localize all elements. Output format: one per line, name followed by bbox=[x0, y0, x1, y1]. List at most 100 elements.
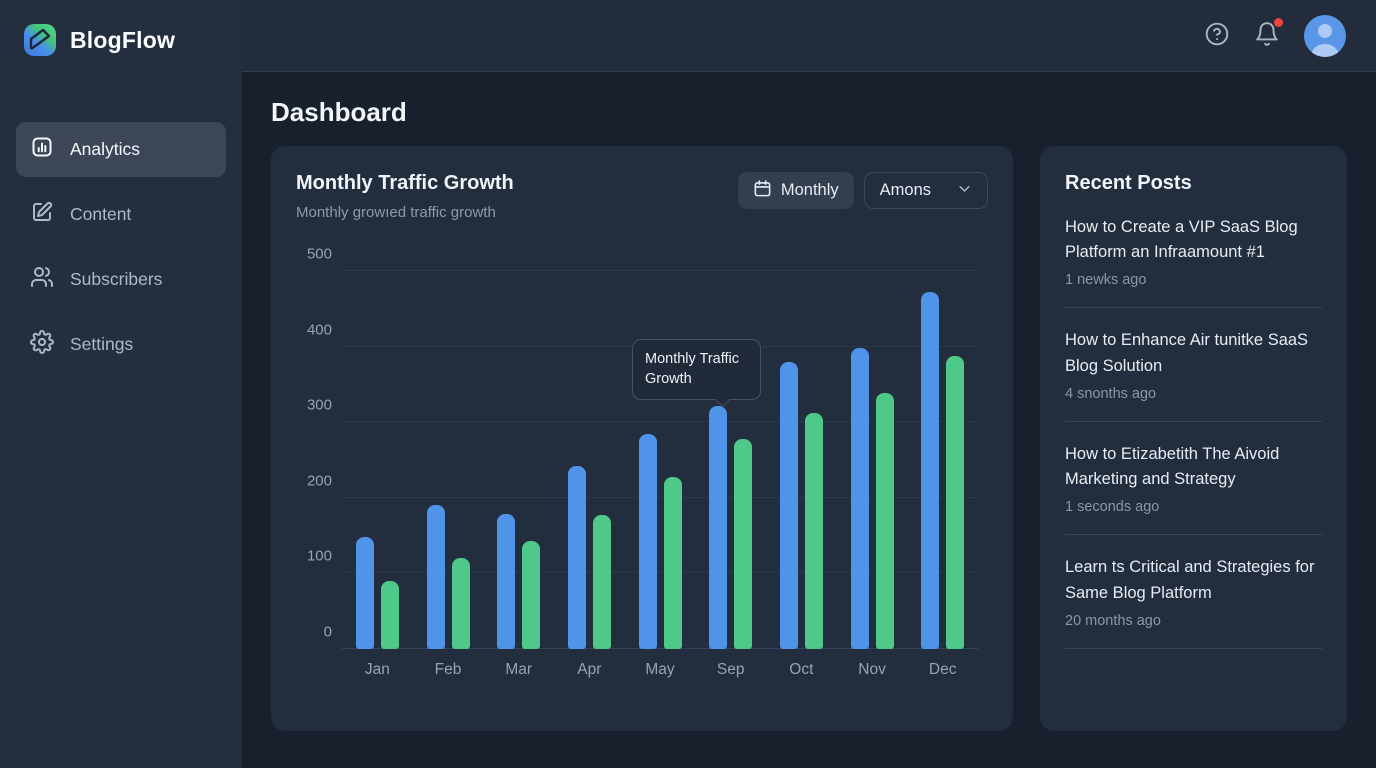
bar-group-nov bbox=[837, 271, 908, 649]
traffic-chart-card: Monthly Traffic Growth Monthly growıed t… bbox=[271, 146, 1013, 731]
cards-row: Monthly Traffic Growth Monthly growıed t… bbox=[271, 146, 1347, 731]
sidebar-item-settings[interactable]: Settings bbox=[16, 317, 226, 372]
bar-traffic-secondary-nov[interactable] bbox=[875, 393, 894, 649]
x-tick-label: Mar bbox=[505, 661, 533, 678]
bar-group-apr bbox=[554, 271, 625, 649]
brand-logo[interactable]: BlogFlow bbox=[16, 18, 226, 58]
post-divider bbox=[1065, 647, 1322, 649]
bar-traffic-secondary-oct[interactable] bbox=[804, 413, 823, 649]
post-meta: 20 months ago bbox=[1065, 612, 1161, 629]
chart-title: Monthly Traffic Growth bbox=[296, 172, 514, 194]
y-tick-label: 0 bbox=[323, 623, 332, 641]
bar-chart-icon bbox=[30, 135, 54, 164]
post-item[interactable]: How to Enhance Air tunitke SaaS Blog Sol… bbox=[1065, 328, 1322, 401]
bar-traffic-secondary-mar[interactable] bbox=[522, 540, 541, 649]
help-button[interactable] bbox=[1204, 21, 1230, 50]
period-monthly-button[interactable]: Monthly bbox=[737, 172, 854, 209]
bar-traffic-primary-oct[interactable] bbox=[779, 361, 798, 649]
y-tick-label: 200 bbox=[306, 472, 332, 490]
x-tick-label: Jan bbox=[364, 661, 390, 678]
bar-traffic-primary-may[interactable] bbox=[638, 433, 657, 649]
filter-dropdown[interactable]: Amons bbox=[863, 172, 988, 209]
y-tick-label: 100 bbox=[306, 547, 332, 565]
bar-group-jan bbox=[342, 271, 413, 649]
gridline bbox=[342, 270, 978, 271]
x-tick-label: Oct bbox=[789, 661, 814, 678]
x-tick-label: Feb bbox=[434, 661, 462, 678]
x-tick-label: Sep bbox=[716, 661, 745, 678]
topbar bbox=[242, 0, 1376, 72]
recent-posts-card: Recent Posts How to Create a VIP SaaS Bl… bbox=[1040, 146, 1347, 731]
edit-icon bbox=[30, 200, 54, 229]
bar-group-mar bbox=[483, 271, 554, 649]
post-item[interactable]: How to Etizabetith The Aivoid Marketing … bbox=[1065, 442, 1322, 515]
bar-traffic-secondary-dec[interactable] bbox=[946, 355, 965, 649]
chart-plot: Monthly Traffic Growth 0 100 200 300 400 500 bbox=[307, 246, 978, 649]
main-column: Dashboard Monthly Traffic Growth Monthly… bbox=[242, 0, 1376, 768]
help-icon bbox=[1204, 21, 1230, 50]
chart-tooltip: Monthly Traffic Growth bbox=[632, 339, 761, 401]
sidebar-item-label: Settings bbox=[70, 334, 134, 354]
avatar[interactable] bbox=[1304, 14, 1346, 57]
users-icon bbox=[30, 265, 54, 294]
sidebar-nav: Analytics Content Subscribers bbox=[16, 122, 226, 372]
post-item[interactable]: How to Create a VIP SaaS Blog Platform a… bbox=[1065, 215, 1322, 288]
bar-group-dec bbox=[907, 271, 978, 649]
bar-traffic-primary-mar[interactable] bbox=[497, 514, 516, 649]
post-meta: 4 snonths ago bbox=[1065, 385, 1157, 402]
sidebar-item-content[interactable]: Content bbox=[16, 187, 226, 242]
chart-plot-wrap: Monthly Traffic Growth 0 100 200 300 400 500 … bbox=[307, 246, 978, 679]
post-title: How to Create a VIP SaaS Blog Platform a… bbox=[1065, 218, 1298, 262]
chevron-down-icon bbox=[957, 181, 972, 201]
bar-traffic-secondary-apr[interactable] bbox=[592, 515, 611, 649]
gear-icon bbox=[30, 330, 54, 359]
x-tick-label: Apr bbox=[577, 661, 602, 678]
y-tick-label: 400 bbox=[306, 321, 332, 339]
chart-header: Monthly Traffic Growth Monthly growıed t… bbox=[296, 172, 988, 221]
post-meta: 1 newks ago bbox=[1065, 272, 1147, 289]
bar-group-may bbox=[625, 271, 696, 649]
x-tick-label: May bbox=[645, 661, 675, 678]
notifications-button[interactable] bbox=[1254, 18, 1283, 50]
bar-traffic-primary-dec[interactable] bbox=[921, 292, 940, 649]
sidebar-item-subscribers[interactable]: Subscribers bbox=[16, 252, 226, 307]
chart-x-axis: Jan Feb Mar Apr May Sep Oct Nov Dec bbox=[342, 661, 978, 679]
bar-group-feb bbox=[413, 271, 484, 649]
bar-group-sep bbox=[695, 271, 766, 649]
sidebar-item-label: Content bbox=[70, 204, 132, 224]
bell-icon bbox=[1254, 21, 1280, 50]
post-meta: 1 seconds ago bbox=[1065, 499, 1160, 516]
post-divider bbox=[1065, 534, 1322, 536]
notification-dot bbox=[1274, 18, 1283, 27]
chart-controls: Monthly Amons bbox=[737, 172, 988, 209]
period-button-label: Monthly bbox=[780, 181, 839, 199]
recent-posts-title: Recent Posts bbox=[1065, 172, 1192, 194]
bar-traffic-primary-nov[interactable] bbox=[850, 348, 869, 649]
sidebar-item-label: Analytics bbox=[70, 139, 141, 159]
recent-posts-list: How to Create a VIP SaaS Blog Platform a… bbox=[1065, 215, 1322, 649]
bar-traffic-primary-feb[interactable] bbox=[426, 505, 445, 649]
x-tick-label: Nov bbox=[858, 661, 886, 678]
y-tick-label: 300 bbox=[306, 396, 332, 414]
filter-dropdown-value: Amons bbox=[879, 181, 931, 199]
bar-traffic-secondary-jan[interactable] bbox=[380, 580, 399, 649]
sidebar-item-analytics[interactable]: Analytics bbox=[16, 122, 226, 177]
content-area: Dashboard Monthly Traffic Growth Monthly… bbox=[242, 72, 1376, 768]
bars-row bbox=[342, 271, 978, 649]
bar-traffic-secondary-feb[interactable] bbox=[451, 558, 470, 649]
calendar-icon bbox=[753, 179, 772, 203]
chart-subtitle: Monthly growıed traffic growth bbox=[296, 204, 496, 221]
post-title: Learn ts Critical and Strategies for Sam… bbox=[1065, 558, 1315, 602]
bar-traffic-primary-jan[interactable] bbox=[355, 537, 374, 649]
post-divider bbox=[1065, 307, 1322, 309]
y-tick-label: 500 bbox=[306, 245, 332, 263]
post-title: How to Enhance Air tunitke SaaS Blog Sol… bbox=[1065, 331, 1309, 375]
post-item[interactable]: Learn ts Critical and Strategies for Sam… bbox=[1065, 555, 1322, 628]
gridline bbox=[342, 648, 978, 649]
bar-traffic-secondary-sep[interactable] bbox=[734, 438, 753, 649]
bar-traffic-primary-apr[interactable] bbox=[567, 466, 586, 649]
brand-name: BlogFlow bbox=[70, 26, 176, 53]
x-tick-label: Dec bbox=[928, 661, 957, 678]
bar-traffic-primary-sep[interactable] bbox=[709, 405, 728, 649]
bar-traffic-secondary-may[interactable] bbox=[663, 476, 682, 649]
